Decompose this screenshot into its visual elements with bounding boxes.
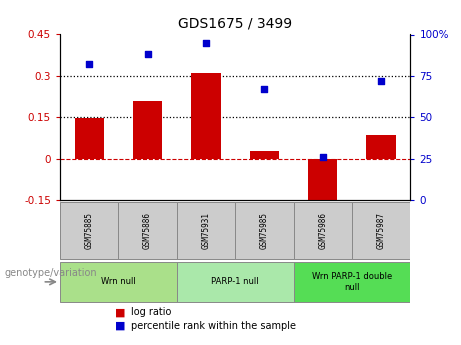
Bar xyxy=(235,202,294,259)
Text: log ratio: log ratio xyxy=(131,307,172,317)
Text: genotype/variation: genotype/variation xyxy=(5,268,97,277)
Text: Wrn PARP-1 double
null: Wrn PARP-1 double null xyxy=(312,272,392,292)
Bar xyxy=(352,202,410,259)
Point xyxy=(378,78,385,83)
Bar xyxy=(191,73,220,159)
Text: Wrn null: Wrn null xyxy=(101,277,136,286)
Text: ■: ■ xyxy=(115,307,126,317)
Text: GSM75931: GSM75931 xyxy=(201,212,210,249)
Bar xyxy=(60,262,177,302)
Bar xyxy=(366,135,396,159)
Point xyxy=(260,86,268,92)
Point xyxy=(144,52,151,57)
Text: PARP-1 null: PARP-1 null xyxy=(211,277,259,286)
Point xyxy=(202,40,210,46)
Text: GSM75987: GSM75987 xyxy=(377,212,385,249)
Bar xyxy=(133,101,162,159)
Point xyxy=(319,154,326,160)
Bar xyxy=(60,202,118,259)
Point xyxy=(85,61,93,67)
Bar xyxy=(294,202,352,259)
Bar xyxy=(75,118,104,159)
Text: GSM75886: GSM75886 xyxy=(143,212,152,249)
Bar xyxy=(294,262,410,302)
Text: GSM75986: GSM75986 xyxy=(318,212,327,249)
Bar xyxy=(118,202,177,259)
Bar xyxy=(308,159,337,210)
Text: percentile rank within the sample: percentile rank within the sample xyxy=(131,321,296,331)
Bar xyxy=(177,202,235,259)
Title: GDS1675 / 3499: GDS1675 / 3499 xyxy=(178,17,292,31)
Bar xyxy=(250,151,279,159)
Text: GSM75885: GSM75885 xyxy=(85,212,94,249)
Text: GSM75985: GSM75985 xyxy=(260,212,269,249)
Bar xyxy=(177,262,294,302)
Text: ■: ■ xyxy=(115,321,126,331)
